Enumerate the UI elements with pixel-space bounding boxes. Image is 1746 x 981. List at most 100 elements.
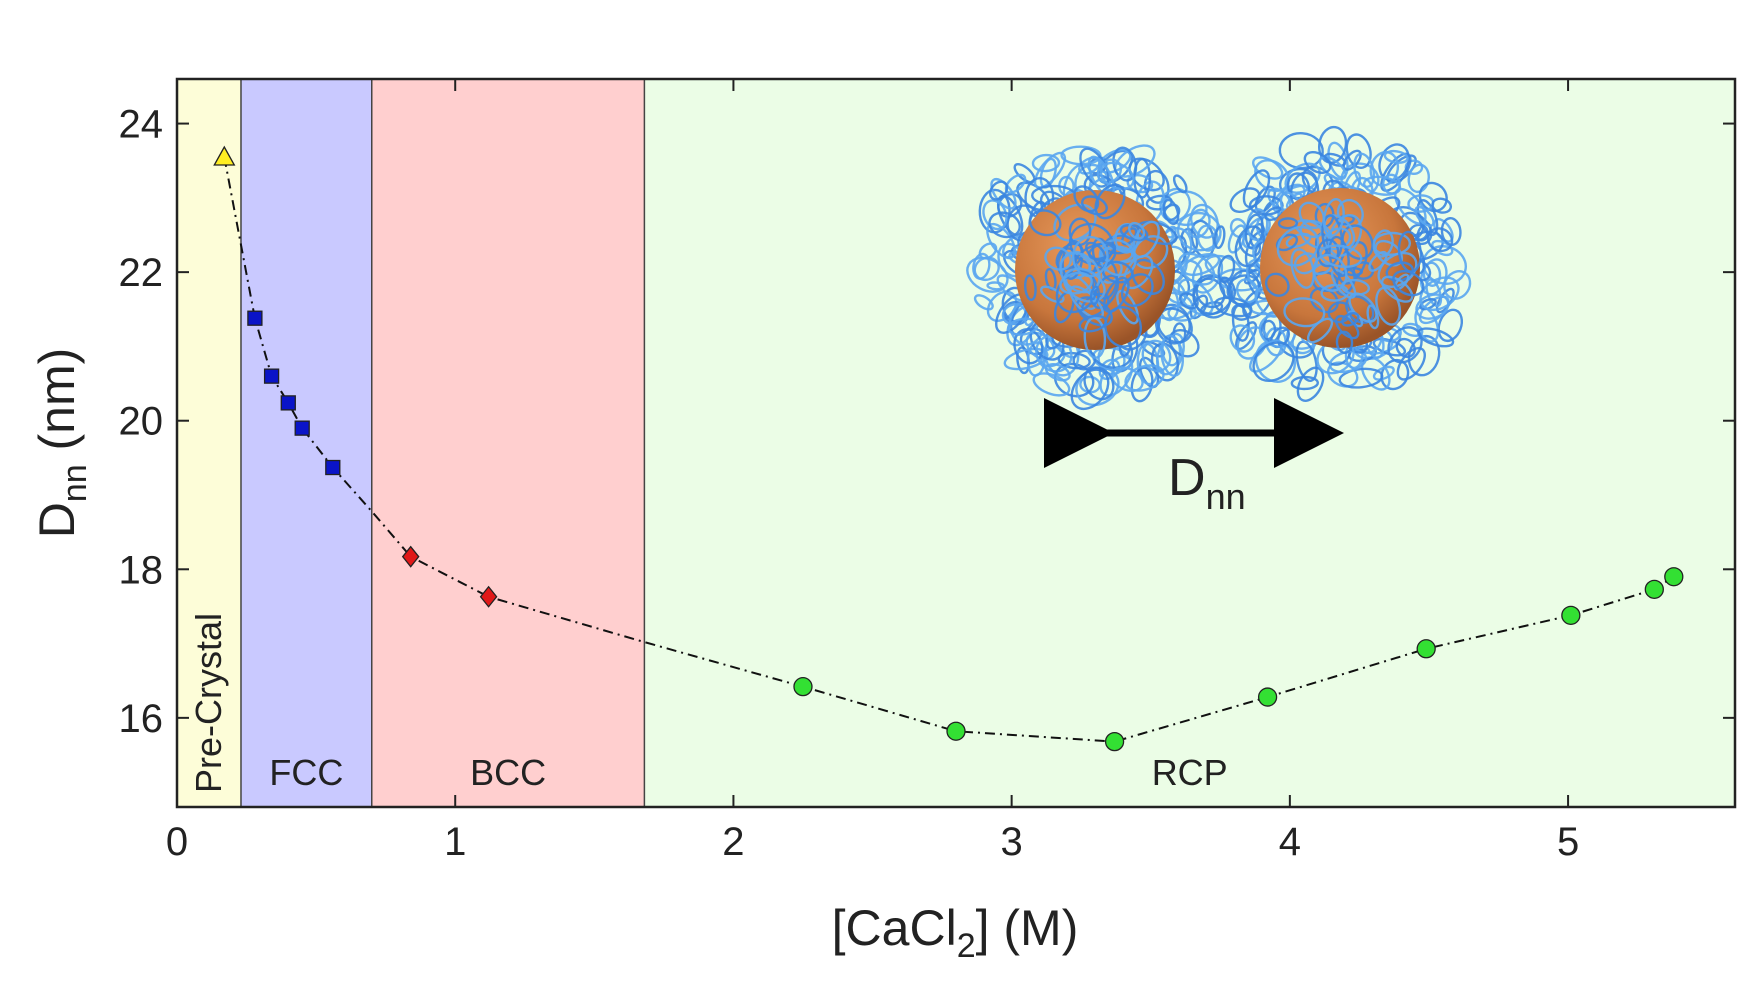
dna-strand [1341,312,1360,327]
dna-strand [1380,152,1412,192]
dna-corona-left-overlay [1024,183,1178,359]
dna-strand [1392,269,1425,297]
y-tick-label: 24 [119,103,164,147]
x-axis-label: [CaCl2] (M) [832,900,1079,965]
dna-strand [1419,297,1437,311]
dna-strand [1057,351,1091,370]
dna-strand [1322,198,1345,237]
dna-strand [1366,304,1380,330]
dna-strand [1404,159,1424,176]
dna-strand [1345,133,1372,169]
phase-regions: Pre-Crystal FCC BCC RCP [177,79,1735,807]
region-label: BCC [470,752,546,793]
dna-strand [1192,274,1232,319]
dna-strand [1229,218,1248,239]
dna-strand [1013,328,1044,365]
dna-strand [1128,221,1146,240]
dna-strand [1044,246,1072,271]
dna-strand [1131,258,1165,295]
dna-strand [1116,289,1140,325]
dna-strand [1029,209,1062,237]
dna-strand [1112,146,1138,182]
dna-strand [1110,366,1144,393]
dna-strand [1312,253,1348,292]
region-rcp [644,79,1735,807]
dna-strand [1119,223,1149,242]
y-tick-label: 22 [119,251,164,295]
plot-frame [175,77,1737,809]
dna-strand [1071,235,1109,278]
x-tick-label: 5 [1557,820,1579,864]
data-point-square [247,310,263,326]
data-point-diamond [479,585,498,608]
data-markers [213,145,1684,752]
dna-strand [1283,297,1326,328]
dna-strand [1078,314,1108,333]
dna-strand [1335,330,1354,355]
dna-strand [1383,149,1409,164]
y-tick-label: 18 [119,548,164,592]
dna-strand [1096,158,1123,184]
dna-strand [1303,150,1332,174]
dna-strand [1334,314,1360,340]
dna-strand [1231,304,1250,342]
dna-strand [1380,275,1414,303]
data-point-circle [1416,639,1436,659]
dna-strand [1217,254,1236,284]
dna-strand [1033,151,1067,189]
dna-strand [1318,155,1347,181]
dna-strand [1418,181,1448,213]
dna-strand [1032,372,1071,397]
dna-strand [1369,150,1400,187]
dna-strand [1415,293,1450,320]
dna-strand [1252,341,1295,382]
dna-strand [1372,229,1394,258]
dna-strand [1073,185,1100,213]
data-point-circle [793,677,813,697]
dna-strand [1378,143,1410,182]
dna-strand [1229,187,1261,213]
dna-strand [1162,198,1180,226]
dna-strand [1213,225,1226,250]
dna-strand [1372,365,1395,381]
data-point-circle [1664,567,1684,587]
data-point-square [325,459,341,476]
dna-strand [988,180,1009,201]
dna-strand [1319,244,1363,269]
dna-strand [1328,235,1350,278]
data-point-circle [1257,687,1278,707]
dna-strand [1295,340,1318,382]
dna-strand [1431,197,1453,214]
dna-strand [1094,183,1126,220]
y-tick-label: 20 [119,400,164,444]
region-label: Pre-Crystal [188,613,229,793]
dna-strand [1083,366,1115,401]
dna-strand [1293,252,1318,275]
dna-strand [1063,267,1106,303]
region-label: FCC [269,752,343,793]
dna-strand [1177,252,1216,286]
dna-strand [1213,296,1253,318]
region-fcc [240,79,372,807]
data-point-circle [1644,579,1664,599]
y-axis-label: Dnn (nm) [29,348,94,539]
dna-strand [1277,217,1299,230]
dna-strand [1132,220,1160,259]
data-point-circle [1561,605,1581,625]
dna-strand [1089,285,1100,306]
x-tick-label: 2 [722,820,744,864]
dna-strand [1229,324,1256,353]
dna-strand [1327,214,1363,257]
region-pre-crystal [177,79,241,807]
dna-strand [966,256,1009,293]
data-point-square [294,420,310,436]
dna-strand [1178,292,1199,310]
dna-strand [1395,337,1416,359]
data-point-diamond [401,545,420,568]
dna-strand [1242,169,1271,209]
dna-strand [1196,224,1219,252]
data-point-triangle [213,145,236,166]
x-tick-label: 1 [444,820,466,864]
dna-strand [1124,364,1165,392]
